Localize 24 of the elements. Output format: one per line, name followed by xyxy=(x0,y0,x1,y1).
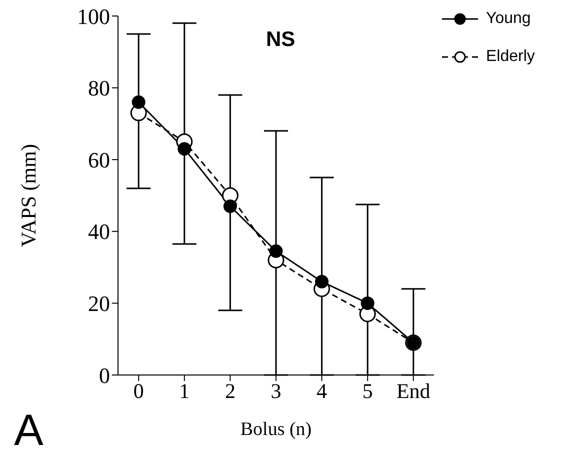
x-tick-label: 2 xyxy=(224,378,236,403)
y-tick-label: 40 xyxy=(88,219,110,244)
y-tick-label: 80 xyxy=(88,76,110,101)
point xyxy=(178,142,192,156)
y-tick-label: 100 xyxy=(77,4,110,29)
point xyxy=(223,200,237,214)
x-tick-label: End xyxy=(396,378,431,403)
legend-label: Young xyxy=(486,10,531,28)
point xyxy=(269,244,283,258)
point xyxy=(315,274,329,288)
point xyxy=(360,296,374,310)
point xyxy=(132,95,146,109)
y-axis-title: VAPS (mm) xyxy=(16,144,40,247)
y-tick-label: 20 xyxy=(88,291,110,316)
x-tick-label: 3 xyxy=(270,378,282,403)
x-tick-label: 0 xyxy=(133,378,144,403)
y-tick-label: 60 xyxy=(88,147,110,172)
legend-label: Elderly xyxy=(486,48,535,66)
x-axis-title: Bolus (n) xyxy=(240,419,312,440)
text: A xyxy=(14,406,44,456)
x-tick-label: 4 xyxy=(316,378,328,403)
annotation: NS xyxy=(266,28,296,52)
x-tick-label: 5 xyxy=(362,378,373,403)
x-tick-label: 1 xyxy=(179,378,190,403)
